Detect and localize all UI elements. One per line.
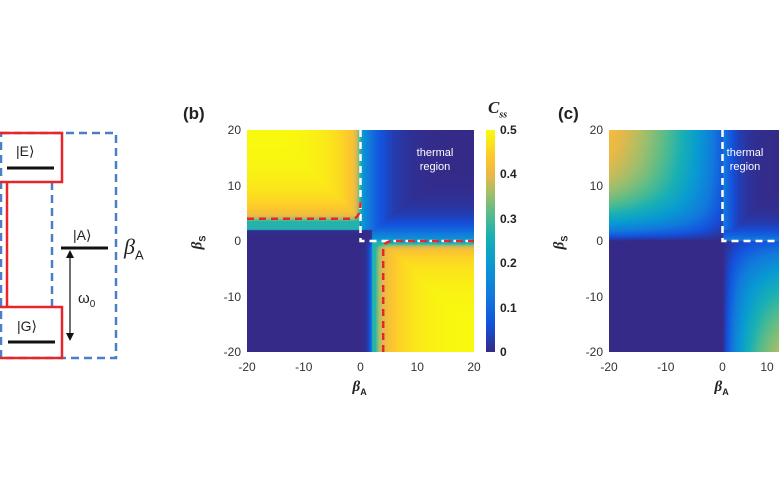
- red-dashed-boundary-bottom-right: [381, 239, 474, 352]
- y-tick-label: -10: [223, 289, 241, 304]
- region-word: region: [419, 161, 451, 173]
- x-axis-sub: A: [722, 387, 729, 397]
- arrow-head-up: [66, 250, 74, 258]
- colorbar-tick-label: 0.5: [500, 123, 517, 137]
- colorbar-label-sub: ss: [499, 109, 508, 121]
- omega-sub: 0: [89, 299, 96, 310]
- red-system-box-ground: [0, 305, 64, 360]
- y-tick-label: -20: [585, 345, 603, 359]
- x-tick-label: 0: [719, 360, 726, 374]
- y-axis-symbol: β: [551, 241, 568, 250]
- colorbar-tick-label: 0.3: [500, 211, 517, 226]
- excited-state-label: |E⟩: [16, 143, 35, 159]
- x-tick-label: 20: [467, 360, 481, 374]
- colorbar-tick-label: 0.2: [500, 256, 517, 271]
- y-axis-sub: S: [559, 235, 570, 242]
- y-axis-label: βS: [550, 236, 573, 250]
- y-tick-label: -20: [223, 345, 241, 359]
- ancilla-state-label: |A⟩: [73, 227, 92, 243]
- boundary-overlay-b: [247, 130, 474, 352]
- x-tick-label: -20: [600, 360, 618, 374]
- x-axis-sub: A: [360, 387, 367, 397]
- thermal-region-label-b: thermal region: [402, 146, 468, 174]
- x-axis-symbol: β: [714, 379, 723, 395]
- x-axis-symbol: β: [352, 379, 361, 395]
- heatmap-c: [609, 130, 779, 352]
- panel-label-c: (c): [558, 104, 579, 123]
- thermal-region-label-c: thermal region: [712, 146, 778, 174]
- colorbar-tick-label: 0.4: [500, 167, 517, 182]
- ground-state-label: |G⟩: [17, 318, 37, 334]
- x-tick-label: 0: [357, 360, 364, 374]
- x-tick-label: -10: [657, 360, 675, 374]
- beta: β: [124, 234, 135, 259]
- y-axis-symbol: β: [189, 241, 206, 250]
- y-tick-label: 0: [234, 234, 241, 248]
- x-axis-label: βA: [353, 378, 367, 401]
- x-tick-label: -10: [295, 360, 313, 374]
- y-tick-label: -10: [585, 289, 603, 304]
- y-tick-label: 10: [227, 178, 241, 193]
- thermal-word: thermal: [726, 147, 764, 159]
- y-tick-label: 20: [227, 123, 241, 137]
- x-tick-label: -20: [238, 360, 256, 374]
- colorbar-tick-label: 0.1: [500, 300, 517, 315]
- x-tick-label: 10: [760, 360, 774, 374]
- energy-level-diagram: [0, 131, 118, 360]
- region-word: region: [729, 161, 761, 173]
- y-tick-label: 20: [589, 123, 603, 137]
- thermal-word: thermal: [416, 147, 454, 159]
- x-axis-label: βA: [715, 378, 729, 401]
- y-tick-label: 10: [589, 178, 603, 193]
- colorbar-label: Css: [488, 98, 507, 125]
- y-tick-label: 0: [596, 234, 603, 248]
- x-tick-label: 10: [410, 360, 424, 374]
- panel-label-b: (b): [183, 104, 205, 123]
- colorbar-label-main: C: [488, 98, 500, 117]
- boundary-overlay-c: [721, 130, 777, 243]
- colorbar-tick-label: 0: [500, 345, 507, 359]
- beta-sub: A: [134, 247, 144, 263]
- red-system-box-excited: [0, 131, 64, 184]
- bath-label: βA: [124, 234, 144, 262]
- colorbar: [486, 130, 495, 352]
- frequency-label: ω0: [78, 290, 95, 310]
- arrow-head-down: [66, 333, 74, 341]
- y-axis-sub: S: [197, 235, 208, 242]
- thermal-boundary-white-dashed: [721, 130, 777, 243]
- y-axis-label: βS: [188, 236, 211, 250]
- red-dashed-boundary-top-left: [247, 202, 362, 221]
- omega: ω: [78, 290, 90, 307]
